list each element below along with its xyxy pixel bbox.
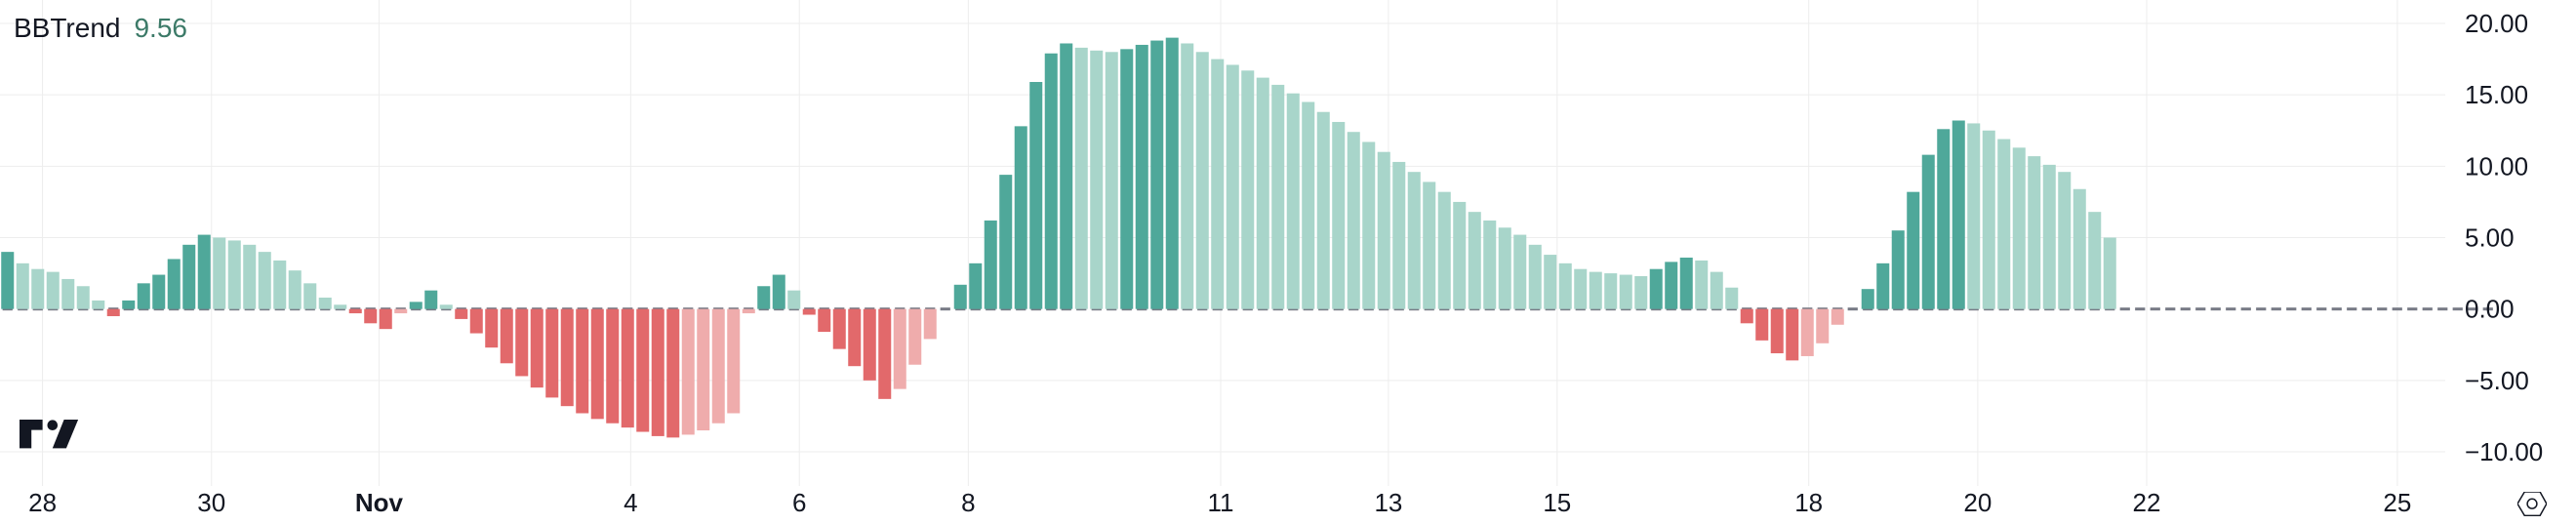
svg-text:Nov: Nov bbox=[355, 488, 404, 517]
svg-text:15: 15 bbox=[1543, 488, 1571, 517]
svg-text:18: 18 bbox=[1794, 488, 1823, 517]
svg-text:13: 13 bbox=[1374, 488, 1402, 517]
svg-text:15.00: 15.00 bbox=[2465, 80, 2528, 109]
svg-text:10.00: 10.00 bbox=[2465, 151, 2528, 181]
svg-text:0.00: 0.00 bbox=[2465, 295, 2515, 324]
svg-text:28: 28 bbox=[28, 488, 57, 517]
svg-text:25: 25 bbox=[2383, 488, 2411, 517]
svg-text:5.00: 5.00 bbox=[2465, 223, 2515, 253]
svg-text:11: 11 bbox=[1208, 488, 1234, 517]
svg-text:6: 6 bbox=[792, 488, 806, 517]
svg-text:20: 20 bbox=[1963, 488, 1992, 517]
svg-text:20.00: 20.00 bbox=[2465, 9, 2528, 38]
svg-text:30: 30 bbox=[197, 488, 225, 517]
svg-text:8: 8 bbox=[961, 488, 975, 517]
svg-text:−5.00: −5.00 bbox=[2465, 366, 2529, 395]
svg-text:4: 4 bbox=[624, 488, 637, 517]
svg-text:22: 22 bbox=[2133, 488, 2161, 517]
svg-text:−10.00: −10.00 bbox=[2465, 437, 2543, 466]
